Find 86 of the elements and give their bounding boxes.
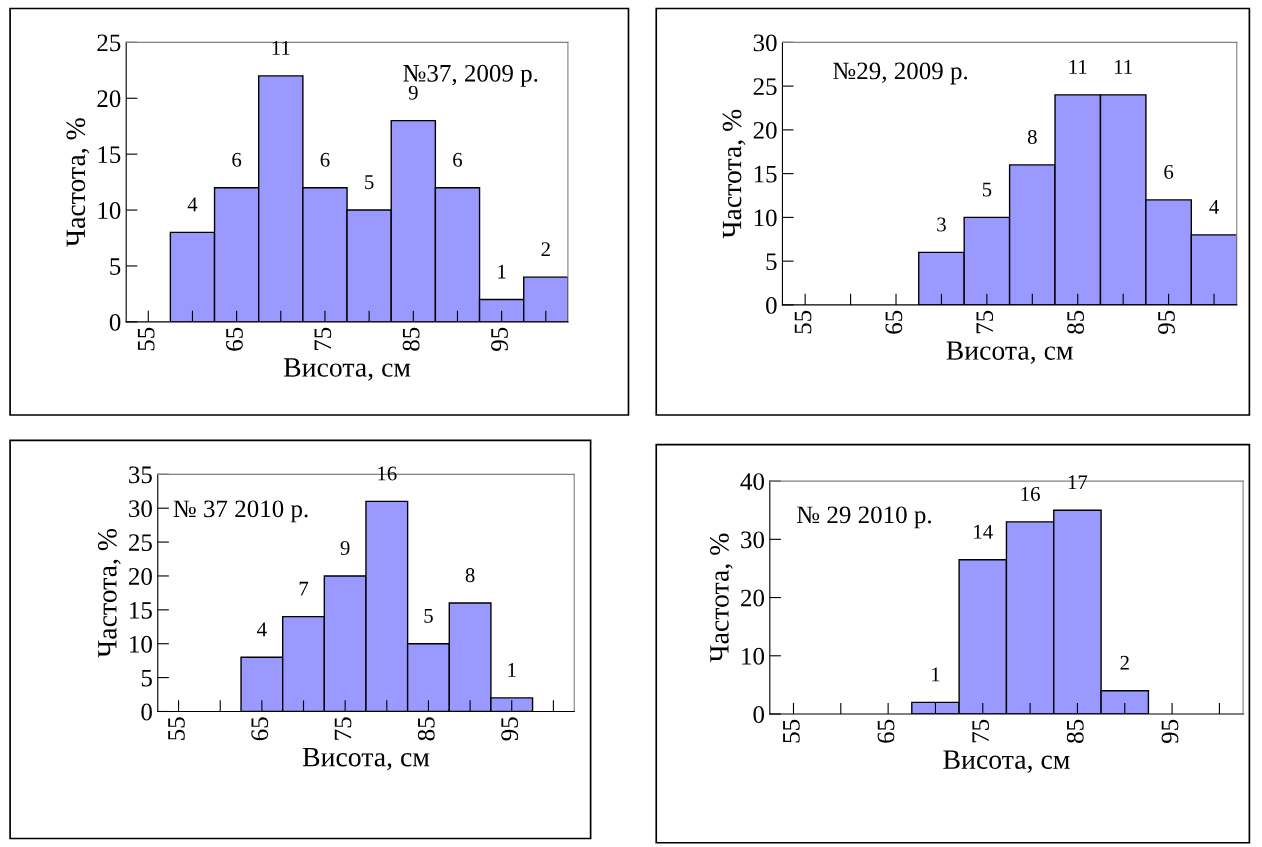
y-tick-label: 35 — [129, 466, 152, 484]
annotation: 16 — [378, 466, 397, 481]
x-tick-label: 65 — [877, 719, 895, 743]
y-axis-title: Частота, % — [66, 118, 90, 247]
annotation: 14 — [974, 524, 993, 539]
y-tick-label: 5 — [110, 258, 121, 275]
y-tick-label: 10 — [742, 647, 765, 665]
y-tick-label: 30 — [741, 531, 765, 549]
y-axis-title: Частота, % — [710, 533, 733, 663]
annotation: 2 — [1120, 655, 1129, 670]
y-tick-label: 20 — [753, 121, 777, 139]
annotation: №37, 2009 р. — [403, 64, 538, 87]
x-axis-title: Висота, см — [283, 358, 411, 381]
y-tick-label: 10 — [130, 635, 152, 653]
annotation: № 29 2010 р. — [797, 506, 931, 529]
y-axis-title: Частота, % — [97, 528, 121, 658]
annotation: 1 — [508, 663, 516, 677]
annotation: 6 — [453, 152, 463, 167]
annotation: 8 — [465, 568, 475, 583]
annotation: 1 — [932, 667, 940, 682]
y-tick-label: 20 — [128, 568, 152, 585]
annotation: 4 — [187, 197, 198, 212]
x-tick-label: 65 — [251, 717, 269, 741]
y-axis-title: Частота, % — [722, 109, 746, 239]
x-tick-label: 85 — [417, 717, 435, 741]
x-tick-label: 65 — [226, 327, 243, 351]
annotation: №29, 2009 р. — [833, 62, 968, 85]
y-tick-label: 15 — [130, 602, 152, 619]
y-tick-label: 10 — [754, 209, 777, 227]
x-tick-label: 85 — [1067, 310, 1085, 334]
annotation: 4 — [1209, 200, 1219, 214]
y-tick-label: 15 — [98, 146, 121, 164]
annotation: 11 — [1069, 60, 1087, 74]
x-tick-label: 75 — [314, 327, 332, 351]
y-tick-label: 5 — [141, 669, 152, 687]
x-tick-label: 65 — [885, 310, 903, 334]
annotation: 9 — [340, 541, 350, 556]
x-tick-label: 75 — [976, 310, 994, 334]
x-tick-label: 85 — [402, 327, 420, 351]
annotation: 6 — [320, 152, 330, 167]
y-tick-label: 10 — [98, 202, 121, 219]
y-tick-label: 5 — [766, 253, 777, 271]
annotation: 5 — [982, 182, 992, 197]
x-tick-label: 55 — [794, 310, 812, 334]
x-tick-label: 75 — [972, 719, 990, 743]
y-tick-label: 40 — [740, 473, 765, 491]
annotation: 2 — [541, 242, 550, 257]
annotation: 17 — [1068, 475, 1088, 490]
x-tick-label: 75 — [334, 717, 352, 740]
y-tick-label: 30 — [129, 500, 152, 518]
x-tick-label: 55 — [783, 719, 800, 743]
y-tick-label: 0 — [109, 313, 121, 331]
annotation: 5 — [365, 175, 374, 190]
y-tick-label: 20 — [741, 589, 765, 607]
y-tick-label: 25 — [128, 534, 152, 551]
y-tick-label: 25 — [97, 34, 121, 52]
x-axis-title: Висота, см — [946, 341, 1073, 364]
x-tick-label: 95 — [1161, 719, 1179, 744]
annotation: 9 — [408, 85, 418, 100]
annotation: № 37 2010 р. — [173, 500, 308, 523]
x-tick-label: 55 — [168, 717, 185, 740]
x-tick-label: 95 — [1158, 310, 1175, 334]
x-tick-label: 55 — [137, 327, 155, 351]
x-tick-label: 95 — [501, 717, 518, 741]
x-tick-label: 95 — [491, 327, 508, 351]
annotation: 5 — [424, 608, 433, 623]
annotation: 8 — [1027, 129, 1037, 144]
annotation: 11 — [1114, 60, 1132, 74]
annotation: 6 — [1164, 164, 1174, 179]
y-tick-label: 30 — [753, 34, 777, 52]
annotation: 1 — [498, 264, 506, 279]
y-tick-label: 25 — [753, 78, 777, 96]
y-tick-label: 0 — [766, 296, 777, 314]
y-tick-label: 15 — [754, 165, 777, 183]
y-tick-label: 0 — [753, 706, 765, 723]
x-axis-title: Висота, см — [943, 750, 1070, 773]
x-axis-title: Висота, см — [302, 747, 430, 771]
annotation: 6 — [232, 152, 242, 167]
y-tick-label: 20 — [97, 90, 121, 108]
x-tick-label: 85 — [1066, 719, 1084, 743]
annotation: 3 — [937, 217, 946, 232]
annotation: 16 — [1021, 486, 1040, 501]
annotation: 11 — [272, 41, 290, 55]
annotation: 4 — [257, 622, 267, 637]
y-tick-label: 0 — [141, 703, 152, 721]
annotation: 7 — [299, 581, 309, 596]
